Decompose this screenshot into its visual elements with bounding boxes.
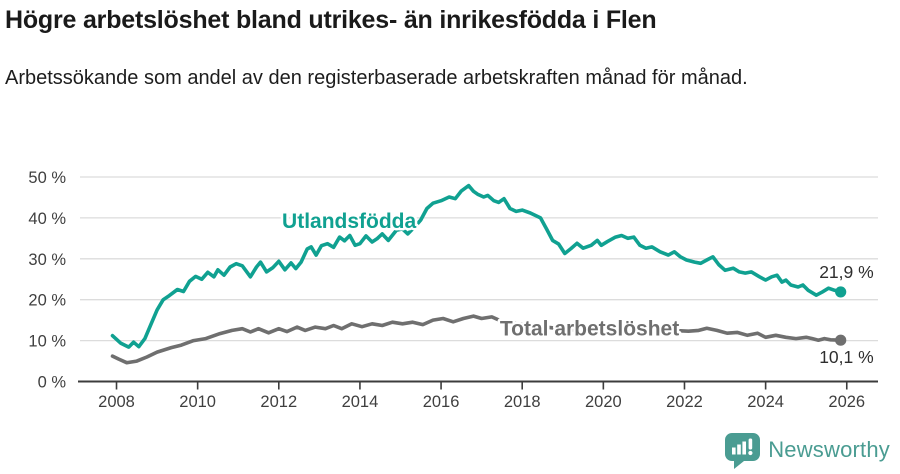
series-label-total-arbetsloshet: Total arbetslöshet [500,318,679,341]
x-axis-label: 2022 [666,393,703,411]
x-axis-label: 2026 [828,393,865,411]
y-axis-label: 20 % [28,292,66,310]
x-axis-label: 2020 [585,393,622,411]
series-end-value-total-arbetsloshet: 10,1 % [819,347,873,367]
series-label-utlandsfodda: Utlandsfödda [282,210,416,233]
x-axis-label: 2010 [179,393,216,411]
y-axis-label: 30 % [28,251,66,269]
x-axis-label: 2014 [342,393,379,411]
x-axis-label: 2008 [98,393,135,411]
chart-subtitle: Arbetssökande som andel av den registerb… [5,67,748,89]
y-axis-label: 10 % [28,333,66,351]
chart-title: Högre arbetslöshet bland utrikes- än inr… [5,6,657,34]
series-end-dot-utlandsfodda [835,286,847,298]
brand-footer: Newsworthy [724,431,890,469]
y-axis-label: 40 % [28,210,66,228]
newsworthy-logo-icon [725,433,761,469]
series-end-value-utlandsfodda: 21,9 % [819,262,873,282]
x-axis-label: 2012 [260,393,297,411]
y-axis-label: 0 % [38,374,67,392]
x-axis-label: 2016 [423,393,460,411]
x-axis-label: 2024 [747,393,784,411]
logo-bars-icon [732,438,753,456]
y-axis-label: 50 % [28,169,66,187]
x-axis-label: 2018 [504,393,541,411]
series-line-total-arbetsloshet [110,314,843,365]
series-line-utlandsfodda [110,183,843,349]
series-end-dot-total-arbetsloshet [835,334,847,346]
brand-name: Newsworthy [768,437,890,462]
